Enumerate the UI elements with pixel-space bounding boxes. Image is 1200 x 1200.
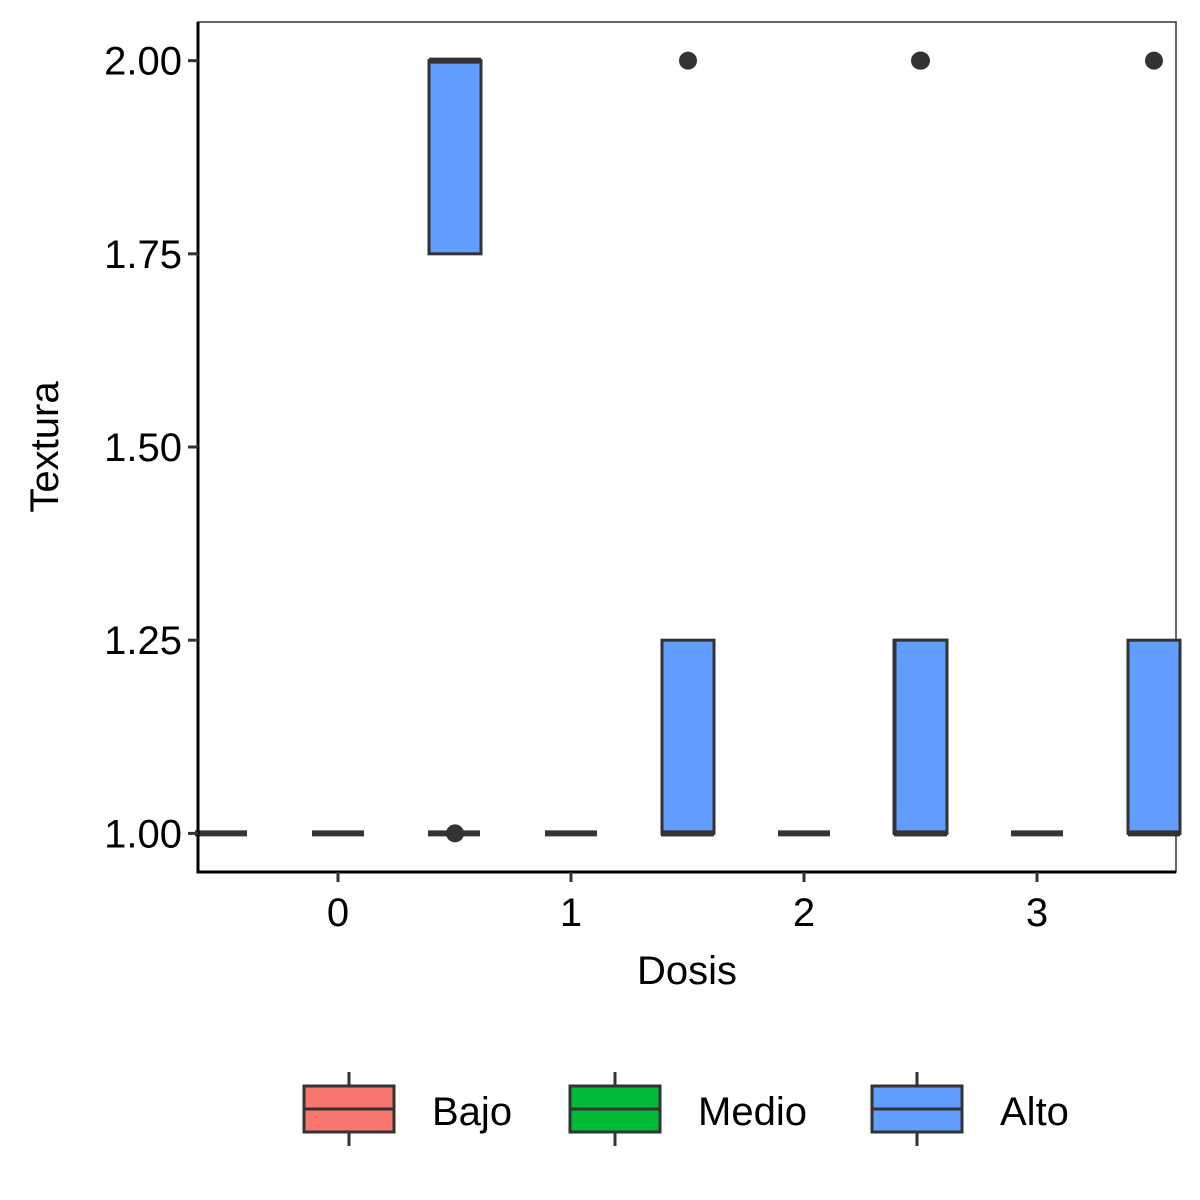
x-tick-label: 2 — [793, 891, 815, 935]
box — [893, 638, 949, 835]
y-tick-label: 1.25 — [104, 619, 182, 663]
x-tick-label: 3 — [1026, 891, 1048, 935]
y-tick-label: 1.50 — [104, 426, 182, 470]
x-axis-title: Dosis — [637, 949, 737, 993]
outlier-point — [911, 51, 929, 70]
y-tick-label: 1.75 — [104, 233, 182, 277]
box — [660, 638, 716, 835]
x-axis: 0 1 2 3 — [196, 870, 1176, 935]
outlier-point — [446, 824, 464, 843]
x-tick-label: 1 — [560, 891, 582, 935]
legend-item-medio: Medio — [568, 1072, 807, 1146]
y-tick-label: 2.00 — [104, 40, 182, 84]
y-axis: 1.00 1.25 1.50 1.75 2.00 — [104, 22, 200, 874]
legend-item-alto: Alto — [870, 1072, 1069, 1146]
legend-label: Medio — [698, 1090, 807, 1134]
legend-item-bajo: Bajo — [302, 1072, 512, 1146]
outlier-point — [1145, 51, 1163, 70]
y-tick-label: 1.00 — [104, 812, 182, 856]
legend-label: Alto — [1000, 1090, 1069, 1134]
box — [1126, 638, 1182, 835]
x-tick-label: 0 — [327, 891, 349, 935]
series-alto — [427, 51, 1182, 843]
outlier-point — [679, 51, 697, 70]
y-axis-title: Textura — [23, 381, 67, 513]
plot-panel — [195, 21, 1182, 873]
box — [427, 59, 483, 256]
legend-label: Bajo — [432, 1090, 512, 1134]
legend: Bajo Medio Alto — [302, 1072, 1069, 1146]
